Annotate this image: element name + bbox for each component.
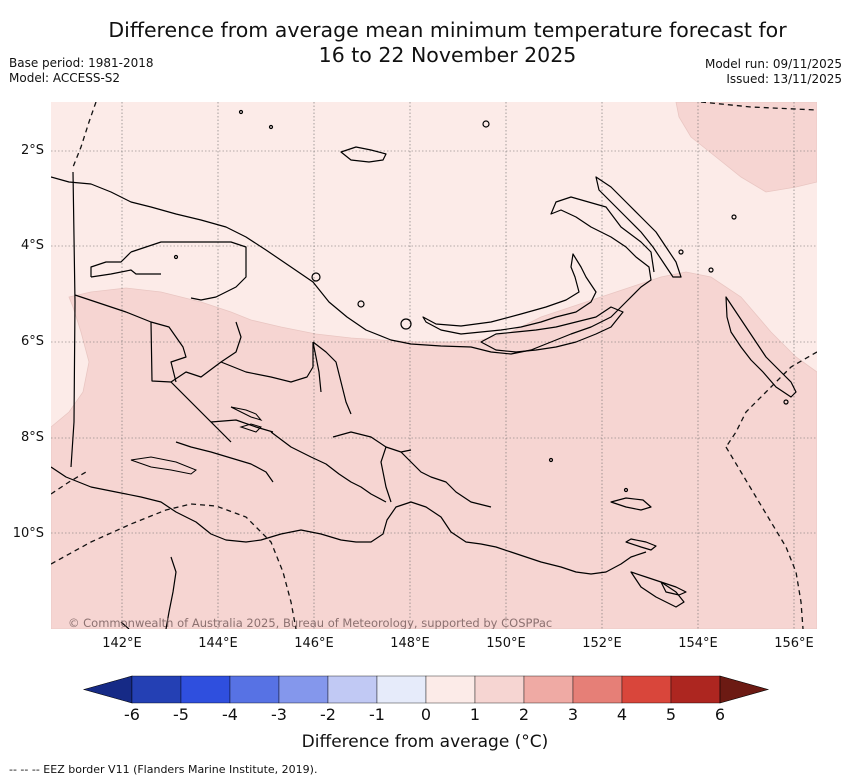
lat-label-4s: 4°S [20,238,44,253]
lon-label-150e: 150°E [486,636,526,651]
colorbar-tick-label: -4 [222,705,238,724]
colorbar-tick-label: -2 [320,705,336,724]
lat-label-6s: 6°S [20,334,44,349]
colorbar-cell [131,675,182,704]
colorbar-tick-label: 0 [420,705,432,724]
colorbar-cell [376,675,427,704]
title-line-1: Difference from average mean minimum tem… [108,18,787,42]
lon-label-148e: 148°E [390,636,430,651]
colorbar-cell [425,675,476,704]
lon-label-156e: 156°E [774,636,814,651]
model-run: Model run: 09/11/2025 [704,57,842,71]
meta-right: Model run: 09/11/2025 Issued: 13/11/2025 [705,57,842,87]
lat-label-8s: 8°S [20,430,44,445]
lat-label-2s: 2°S [20,143,44,158]
colorbar-tick-label: -1 [369,705,385,724]
eez-footer-note: -- -- -- EEZ border V11 (Flanders Marine… [9,763,318,776]
map-title: Difference from average mean minimum tem… [95,18,800,68]
anomaly-band-1-2-northeast [675,102,817,193]
colorbar-cell [180,675,231,704]
coastlines [51,109,797,629]
colorbar-tick-label: 1 [469,705,481,724]
meta-left: Base period: 1981-2018 Model: ACCESS-S2 [9,56,154,86]
colorbar-tick-label: 4 [616,705,628,724]
colorbar-tick-label: 5 [665,705,677,724]
lon-label-146e: 146°E [294,636,334,651]
model-name: Model: ACCESS-S2 [9,71,121,85]
lon-label-152e: 152°E [582,636,622,651]
title-line-2: 16 to 22 November 2025 [318,43,577,67]
colorbar [82,675,770,704]
map-panel: © Commonwealth of Australia 2025, Bureau… [51,102,817,629]
colorbar-title: Difference from average (°C) [301,732,549,752]
colorbar-cell [523,675,574,704]
eez-borders [51,102,817,629]
colorbar-tick-label: 6 [714,705,726,724]
colorbar-extension-low [82,675,133,704]
colorbar-cell [670,675,721,704]
colorbar-extension-high [719,675,770,704]
copyright-notice: © Commonwealth of Australia 2025, Bureau… [68,616,552,629]
lon-label-154e: 154°E [678,636,718,651]
colorbar-tick-label: -6 [124,705,140,724]
graticule [51,102,817,629]
lat-label-10s: 10°S [12,526,44,541]
colorbar-cell [278,675,329,704]
colorbar-cell [327,675,378,704]
colorbar-tick-label: -3 [271,705,287,724]
lon-label-144e: 144°E [198,636,238,651]
base-period: Base period: 1981-2018 [9,56,154,70]
colorbar-cell [621,675,672,704]
colorbar-tick-label: 2 [518,705,530,724]
lon-label-142e: 142°E [102,636,142,651]
colorbar-tick-label: -5 [173,705,189,724]
colorbar-cell [229,675,280,704]
colorbar-cell [572,675,623,704]
colorbar-cell [474,675,525,704]
colorbar-tick-label: 3 [567,705,579,724]
fly-river-delta [130,406,263,475]
issued-date: Issued: 13/11/2025 [726,72,842,86]
